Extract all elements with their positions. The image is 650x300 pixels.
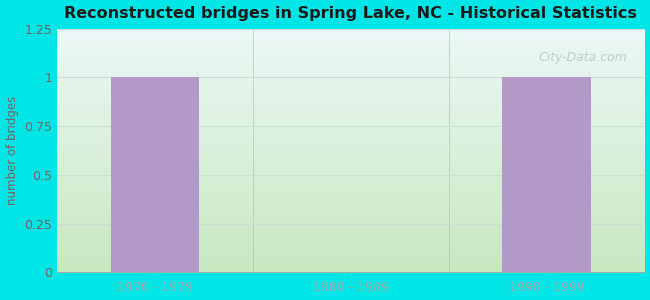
Y-axis label: number of bridges: number of bridges bbox=[6, 96, 19, 205]
Bar bbox=[111, 77, 199, 272]
Title: Reconstructed bridges in Spring Lake, NC - Historical Statistics: Reconstructed bridges in Spring Lake, NC… bbox=[64, 6, 637, 21]
Bar bbox=[502, 77, 591, 272]
Text: City-Data.com: City-Data.com bbox=[539, 51, 627, 64]
